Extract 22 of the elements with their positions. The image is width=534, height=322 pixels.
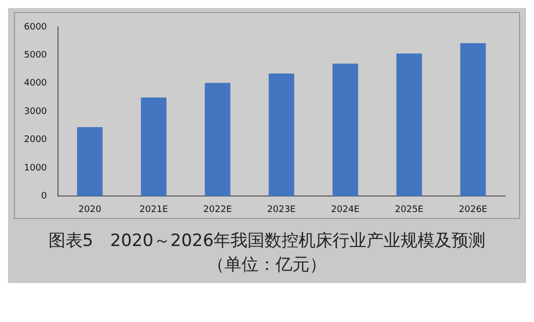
y-tick-label: 2000 — [24, 135, 48, 146]
y-tick-label: 4000 — [24, 78, 48, 89]
bar — [396, 54, 422, 196]
y-tick-label: 0 — [41, 192, 48, 202]
x-tick-label: 2026E — [458, 204, 488, 215]
y-tick-label: 3000 — [24, 106, 48, 117]
y-tick-label: 5000 — [24, 50, 48, 61]
y-tick-label: 1000 — [24, 163, 48, 174]
text: 图表5 2020～2026年我国数控机床行业产业规模及预测（单位：亿元） — [48, 230, 486, 277]
bar — [268, 74, 294, 196]
x-tick-label: 2025E — [394, 204, 424, 215]
y-tick-label: 6000 — [24, 22, 48, 32]
x-tick-label: 2020 — [78, 204, 102, 215]
x-tick-label: 2023E — [267, 204, 296, 215]
bar — [204, 82, 230, 196]
bar — [77, 127, 103, 196]
x-tick-label: 2022E — [203, 204, 232, 215]
x-tick-label: 2021E — [139, 204, 168, 215]
x-tick-label: 2024E — [331, 204, 360, 215]
bar — [460, 43, 486, 196]
bar — [332, 64, 358, 196]
bar — [140, 98, 166, 196]
